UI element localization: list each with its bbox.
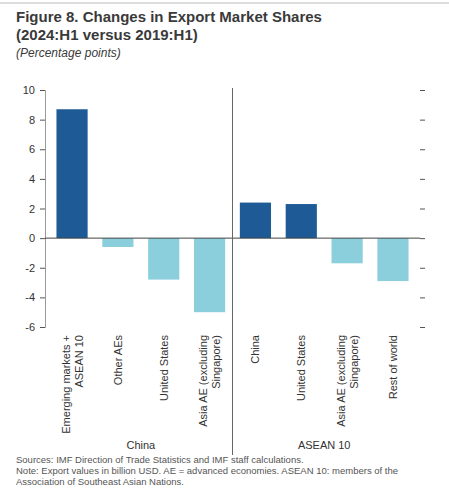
category-label-line: China (249, 334, 261, 364)
y-tick-right (420, 327, 425, 328)
y-axis: -6 -4 -2 0 2 4 6 8 10 (23, 84, 46, 333)
y-tick-label: 0 (29, 232, 35, 244)
category-label: Rest of world (387, 335, 399, 399)
y-axis-right (420, 91, 425, 328)
group-divider (232, 88, 233, 455)
category-label-group: United States (295, 335, 307, 402)
category-label: Emerging markets +ASEAN 10 (60, 335, 85, 434)
y-tick: 8 (29, 114, 45, 126)
category-label: Asia AE (excludingSingapore) (197, 335, 222, 427)
note-line: Note: Export values in billion USD. AE =… (16, 465, 398, 476)
title-line: (2024:H1 versus 2019:H1) (16, 26, 198, 43)
y-tick-mark (40, 90, 45, 91)
category-label: Asia AE (excludingSingapore) (335, 335, 360, 427)
bar (102, 238, 133, 247)
y-tick-label: 10 (23, 84, 35, 96)
y-tick-label: 2 (29, 203, 35, 215)
y-tick-mark (40, 268, 45, 269)
bar (332, 238, 363, 263)
y-tick-mark (40, 238, 45, 239)
y-tick-mark (40, 209, 45, 210)
y-tick-right (420, 238, 425, 239)
category-label-group: China (249, 334, 261, 364)
y-tick-right (420, 149, 425, 150)
category-label-group: United States (158, 335, 170, 402)
category-label: United States (295, 335, 307, 402)
category-label: China (249, 334, 261, 364)
y-tick-mark (40, 327, 45, 328)
group-label: ASEAN 10 (298, 439, 351, 451)
category-label-line: ASEAN 10 (73, 335, 85, 388)
category-label: United States (158, 335, 170, 402)
y-tick-label: 8 (29, 114, 35, 126)
bar (286, 204, 317, 238)
category-label: Other AEs (112, 335, 124, 386)
top-rule (0, 3, 449, 4)
y-tick-mark-right (420, 209, 425, 210)
y-tick-mark (40, 149, 45, 150)
y-tick-mark-right (420, 268, 425, 269)
y-axis-line (40, 91, 46, 328)
y-tick: 10 (23, 84, 45, 96)
y-tick-label: 6 (29, 143, 35, 155)
category-label-line: Rest of world (387, 335, 399, 399)
category-label-line: United States (158, 335, 170, 402)
y-tick-label: 4 (29, 173, 35, 185)
title: Figure 8. Changes in Export Market Share… (16, 8, 322, 43)
y-tick-mark-right (420, 149, 425, 150)
chart: Figure 8. Changes in Export Market Share… (0, 0, 449, 493)
bar (194, 238, 225, 312)
sources: Sources: IMF Direction of Trade Statisti… (16, 454, 304, 465)
y-tick-right (420, 179, 425, 180)
category-label-line: Singapore) (210, 335, 222, 389)
bar (148, 238, 179, 279)
bar (56, 109, 87, 238)
y-tick-label: -4 (25, 291, 35, 303)
category-label-group: Other AEs (112, 335, 124, 386)
sources-line: Sources: IMF Direction of Trade Statisti… (16, 454, 304, 465)
y-tick: 4 (29, 173, 45, 185)
y-tick-mark (40, 120, 45, 121)
y-tick-mark (40, 179, 45, 180)
y-tick-mark (40, 297, 45, 298)
y-tick: -6 (25, 321, 45, 333)
y-tick: 0 (29, 232, 45, 244)
category-label-group: Rest of world (387, 335, 399, 399)
y-tick-right (420, 120, 425, 121)
y-tick-mark-right (420, 327, 425, 328)
y-tick-mark-right (420, 90, 425, 91)
category-label-line: Singapore) (348, 335, 360, 389)
category-label-group: Emerging markets +ASEAN 10 (60, 335, 85, 434)
y-tick-mark-right (420, 179, 425, 180)
subtitle: (Percentage points) (16, 46, 121, 60)
y-tick: -4 (25, 291, 45, 303)
category-label-line: United States (295, 335, 307, 402)
note: Note: Export values in billion USD. AE =… (16, 465, 398, 487)
category-label-group: Asia AE (excludingSingapore) (197, 335, 222, 427)
y-tick: 2 (29, 203, 45, 215)
category-label-line: Asia AE (excluding (335, 335, 347, 427)
y-tick-right (420, 268, 425, 269)
note-line: Association of Southeast Asian Nations. (16, 476, 184, 487)
y-tick-label: -2 (25, 262, 35, 274)
bar (377, 238, 408, 281)
y-tick-mark-right (420, 238, 425, 239)
y-tick: -2 (25, 262, 45, 274)
category-label-line: Asia AE (excluding (197, 335, 209, 427)
category-label-group: Asia AE (excludingSingapore) (335, 335, 360, 427)
y-tick-label: -6 (25, 321, 35, 333)
y-tick: 6 (29, 143, 45, 155)
title-line: Figure 8. Changes in Export Market Share… (16, 8, 322, 25)
y-tick-right (420, 297, 425, 298)
y-tick-mark-right (420, 120, 425, 121)
bar (240, 203, 271, 239)
group-label: China (126, 439, 156, 451)
y-tick-right (420, 90, 425, 91)
category-label-line: Other AEs (112, 335, 124, 386)
category-label-line: Emerging markets + (60, 335, 72, 434)
y-tick-mark-right (420, 297, 425, 298)
y-tick-right (420, 209, 425, 210)
